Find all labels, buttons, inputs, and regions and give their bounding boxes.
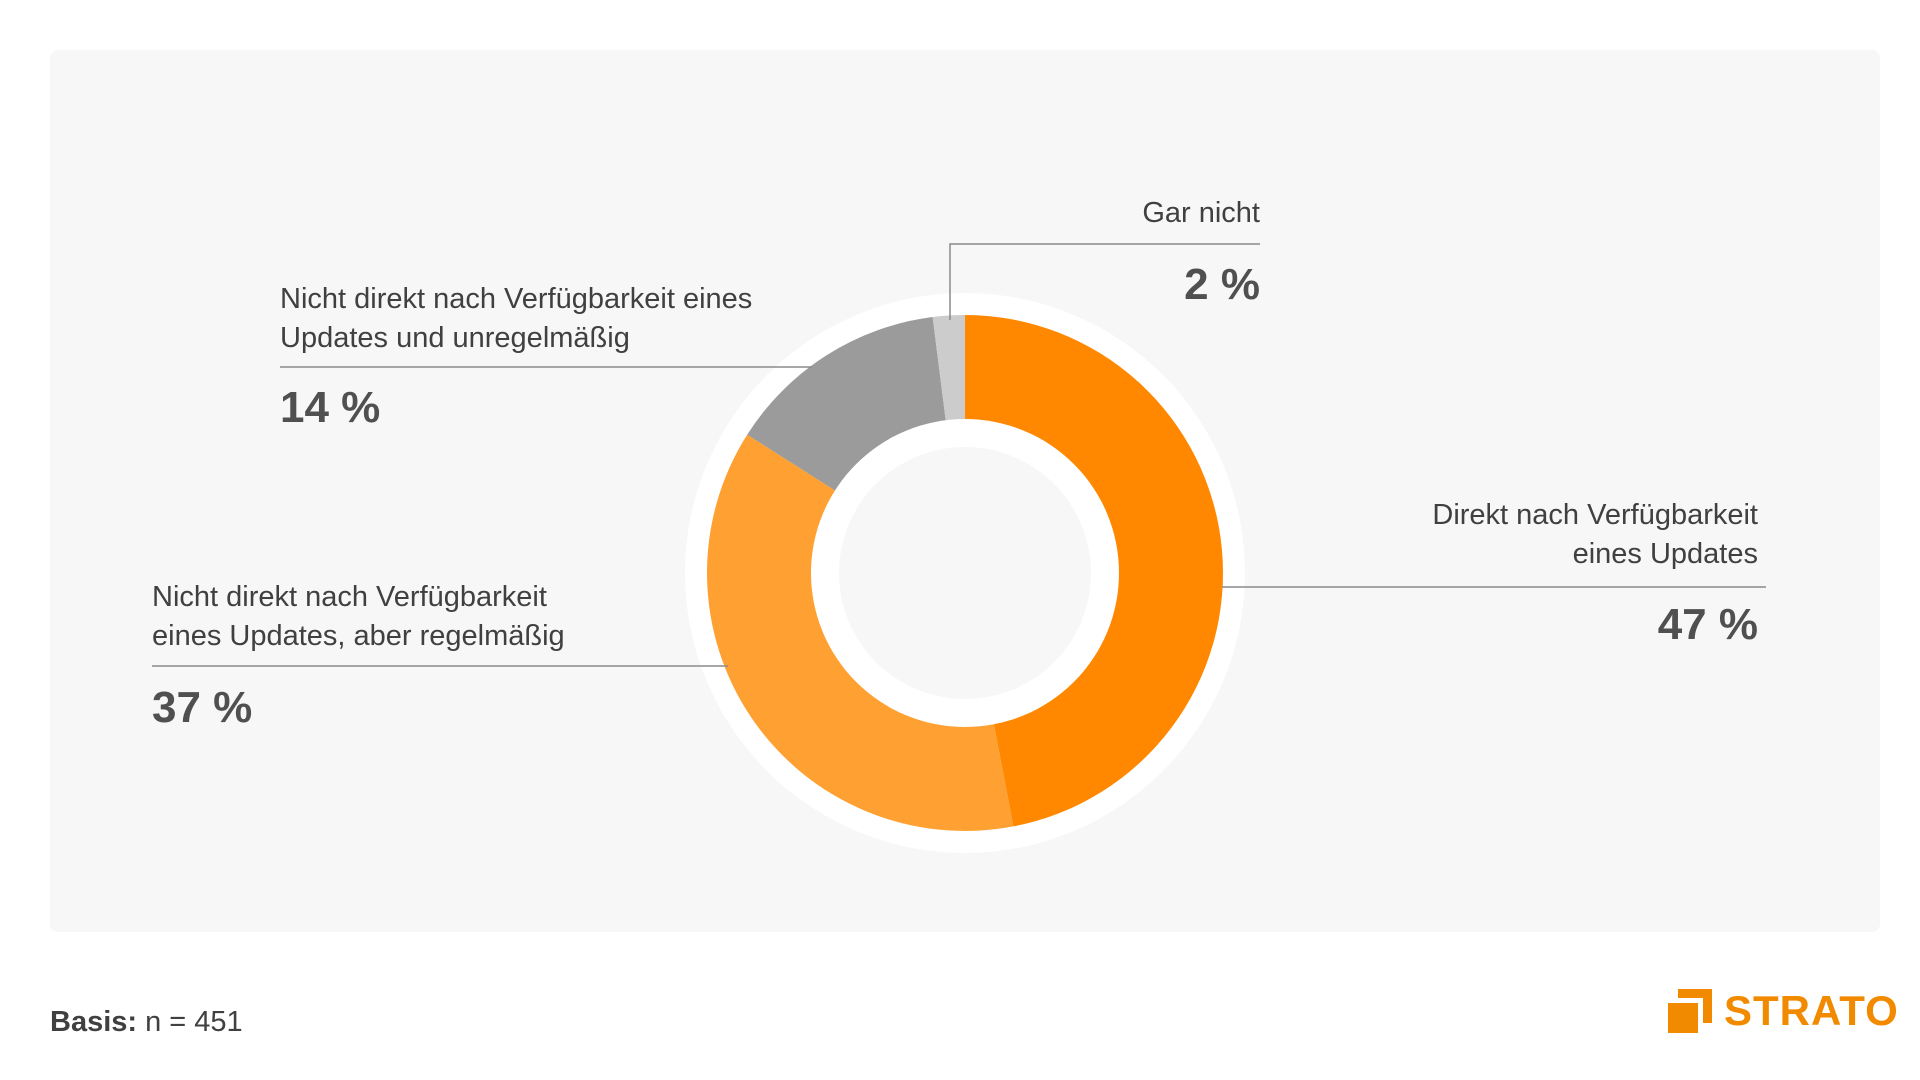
- label-regelmaessig: Nicht direkt nach Verfügbarkeit eines Up…: [152, 578, 565, 656]
- value-direkt: 47 %: [1657, 600, 1758, 649]
- strato-logo-text: STRATO: [1724, 987, 1899, 1034]
- donut-hole: [839, 447, 1091, 699]
- basis-label: Basis:: [50, 1006, 138, 1038]
- basis-value: n = 451: [145, 1006, 243, 1038]
- label-direkt-line1: Direkt nach Verfügbarkeit: [1432, 499, 1758, 531]
- label-gar-nicht: Gar nicht: [1142, 197, 1260, 229]
- label-unregelmaessig-line1: Nicht direkt nach Verfügbarkeit eines: [280, 283, 753, 315]
- label-unregelmaessig-line2: Updates und unregelmäßig: [280, 322, 630, 354]
- label-direkt-line2: eines Updates: [1572, 538, 1758, 570]
- basis-note: Basis: n = 451: [50, 1006, 243, 1039]
- value-regelmaessig: 37 %: [152, 683, 253, 732]
- strato-logo: STRATO: [1668, 987, 1899, 1034]
- leader-line-gar-nicht: [949, 243, 1260, 320]
- strato-logo-icon: [1668, 989, 1712, 1033]
- label-unregelmaessig: Nicht direkt nach Verfügbarkeit eines Up…: [280, 280, 752, 358]
- value-gar-nicht: 2 %: [1184, 260, 1260, 309]
- label-regelmaessig-line1: Nicht direkt nach Verfügbarkeit: [152, 581, 547, 613]
- label-regelmaessig-line2: eines Updates, aber regelmäßig: [152, 620, 565, 652]
- label-direkt: Direkt nach Verfügbarkeit eines Updates: [1432, 496, 1758, 574]
- value-unregelmaessig: 14 %: [280, 383, 381, 432]
